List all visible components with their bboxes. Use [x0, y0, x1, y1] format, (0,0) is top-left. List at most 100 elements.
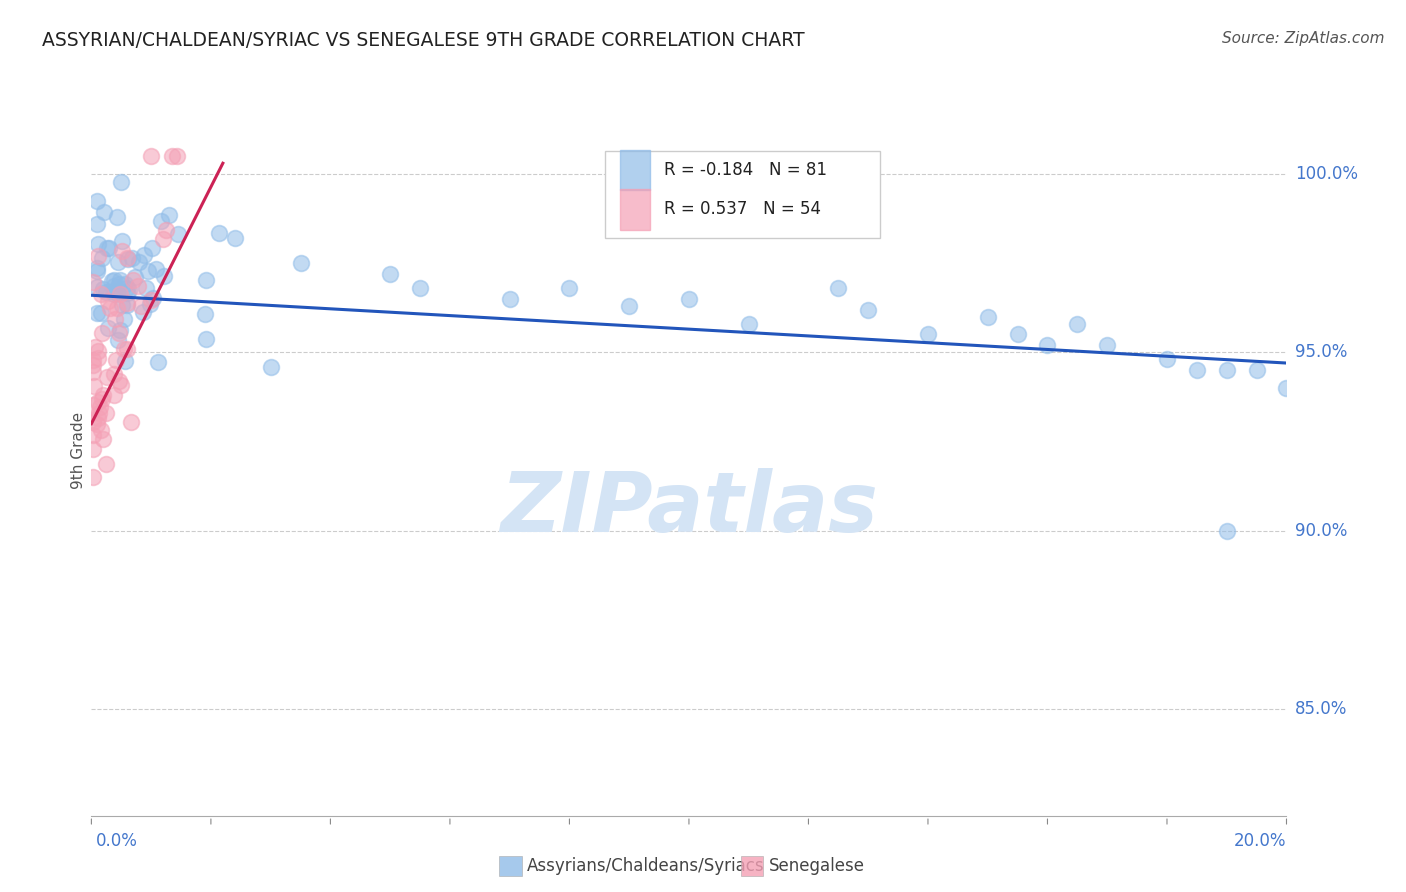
Point: [121, 251, 143, 265]
Text: 20.0%: 20.0%: [1234, 832, 1286, 850]
Point: [142, 291, 165, 305]
Point: [259, 360, 281, 375]
Point: [1185, 363, 1208, 377]
Point: [115, 252, 138, 266]
Point: [139, 149, 162, 163]
Point: [91, 432, 114, 446]
Point: [94, 406, 117, 420]
Point: [111, 298, 134, 312]
Point: [380, 267, 402, 281]
Point: [90, 287, 112, 301]
Point: [110, 272, 132, 286]
Point: [82, 427, 104, 442]
Point: [107, 254, 129, 268]
Point: [83, 379, 105, 393]
Point: [96, 370, 118, 384]
Point: [82, 442, 104, 457]
Point: [87, 236, 110, 251]
Point: [139, 297, 162, 311]
Text: Source: ZipAtlas.com: Source: ZipAtlas.com: [1222, 31, 1385, 46]
Point: [82, 358, 104, 372]
Point: [86, 261, 108, 276]
Text: 90.0%: 90.0%: [1295, 522, 1347, 540]
Point: [101, 274, 124, 288]
Point: [91, 388, 114, 402]
Point: [90, 305, 112, 319]
Point: [86, 280, 108, 294]
Point: [105, 301, 128, 315]
Point: [93, 204, 115, 219]
Point: [409, 281, 432, 295]
Point: [91, 251, 114, 265]
Text: ZIPatlas: ZIPatlas: [501, 468, 877, 549]
Point: [104, 353, 127, 368]
Point: [82, 275, 104, 289]
Text: 85.0%: 85.0%: [1295, 700, 1347, 718]
Point: [86, 263, 108, 277]
Point: [224, 231, 246, 245]
Point: [1216, 363, 1239, 377]
Point: [112, 342, 135, 356]
Point: [84, 340, 107, 354]
Point: [100, 301, 122, 315]
Point: [1216, 524, 1239, 538]
Text: 0.0%: 0.0%: [96, 832, 138, 850]
Point: [87, 344, 110, 359]
Point: [111, 244, 134, 258]
Point: [108, 322, 131, 336]
Text: R = -0.184   N = 81: R = -0.184 N = 81: [664, 161, 827, 179]
Point: [110, 175, 132, 189]
Point: [1066, 317, 1088, 331]
Point: [87, 249, 110, 263]
Point: [129, 299, 152, 313]
Point: [115, 296, 138, 310]
Point: [134, 248, 156, 262]
Point: [145, 262, 167, 277]
Point: [87, 410, 110, 425]
Point: [124, 270, 146, 285]
Point: [167, 227, 190, 241]
Point: [103, 287, 125, 301]
Point: [678, 292, 700, 306]
Point: [108, 374, 131, 388]
Point: [827, 281, 849, 295]
Point: [976, 310, 998, 324]
Point: [96, 241, 118, 255]
Point: [97, 321, 120, 335]
Point: [82, 353, 104, 368]
Text: R = 0.537   N = 54: R = 0.537 N = 54: [664, 201, 821, 219]
Point: [157, 208, 180, 222]
Point: [108, 277, 131, 292]
Point: [737, 317, 759, 331]
Point: [86, 217, 108, 231]
Point: [114, 277, 136, 291]
Point: [917, 327, 939, 342]
Point: [141, 240, 163, 254]
Point: [135, 281, 157, 295]
Point: [160, 149, 183, 163]
Point: [89, 400, 111, 414]
Point: [86, 306, 108, 320]
Point: [108, 287, 131, 301]
Point: [98, 241, 121, 255]
Point: [122, 273, 145, 287]
Point: [858, 302, 880, 317]
Point: [117, 252, 139, 266]
Point: [1097, 338, 1119, 352]
Point: [97, 293, 120, 308]
Point: [120, 415, 142, 429]
Point: [166, 149, 188, 163]
Point: [107, 334, 129, 348]
Point: [103, 279, 125, 293]
Point: [101, 284, 124, 298]
FancyBboxPatch shape: [620, 150, 650, 190]
Point: [115, 297, 138, 311]
Text: Senegalese: Senegalese: [769, 857, 865, 875]
Point: [91, 282, 114, 296]
Point: [110, 378, 132, 392]
Point: [82, 398, 104, 412]
Point: [104, 312, 127, 326]
Point: [138, 264, 160, 278]
Point: [1007, 327, 1029, 342]
Text: Assyrians/Chaldeans/Syriacs: Assyrians/Chaldeans/Syriacs: [527, 857, 765, 875]
